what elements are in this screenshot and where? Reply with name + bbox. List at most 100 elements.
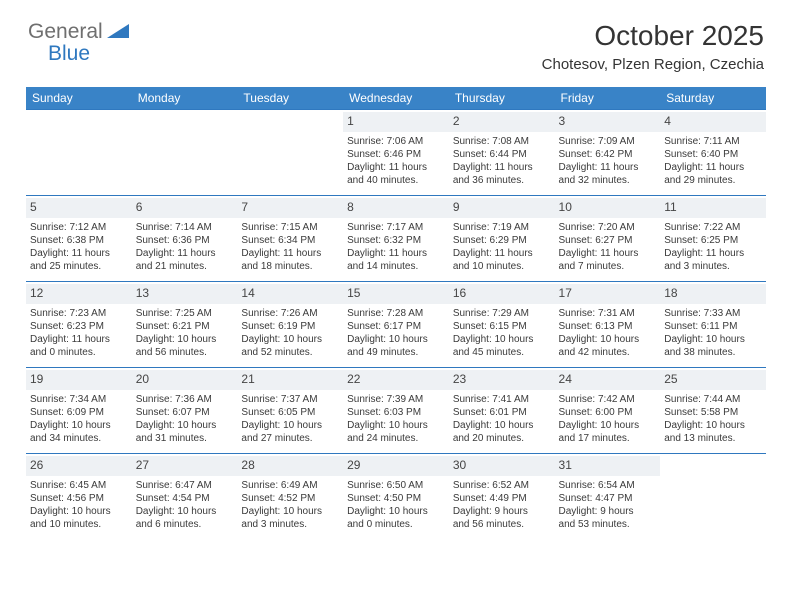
day-detail-sr: Sunrise: 7:29 AM	[453, 307, 551, 320]
day-detail-sr: Sunrise: 7:34 AM	[30, 393, 128, 406]
day-detail-d1: Daylight: 9 hours	[559, 505, 657, 518]
calendar-cell: 8Sunrise: 7:17 AMSunset: 6:32 PMDaylight…	[343, 196, 449, 282]
day-detail-ss: Sunset: 4:54 PM	[136, 492, 234, 505]
day-number: 19	[26, 370, 132, 390]
day-number: 16	[449, 284, 555, 304]
day-number: 24	[555, 370, 661, 390]
day-detail-d2: and 27 minutes.	[241, 432, 339, 445]
day-detail-d2: and 20 minutes.	[453, 432, 551, 445]
day-detail-d1: Daylight: 10 hours	[136, 419, 234, 432]
logo-triangle-icon	[107, 22, 129, 43]
day-number: 4	[660, 112, 766, 132]
day-detail-ss: Sunset: 6:01 PM	[453, 406, 551, 419]
month-title: October 2025	[542, 20, 764, 52]
day-number: 5	[26, 198, 132, 218]
day-detail-d2: and 7 minutes.	[559, 260, 657, 273]
day-detail-d2: and 45 minutes.	[453, 346, 551, 359]
day-detail-d1: Daylight: 10 hours	[347, 505, 445, 518]
day-detail-d2: and 25 minutes.	[30, 260, 128, 273]
day-detail-ss: Sunset: 4:52 PM	[241, 492, 339, 505]
day-detail-ss: Sunset: 6:32 PM	[347, 234, 445, 247]
day-detail-ss: Sunset: 6:25 PM	[664, 234, 762, 247]
day-detail-d1: Daylight: 10 hours	[453, 333, 551, 346]
week-row: 12Sunrise: 7:23 AMSunset: 6:23 PMDayligh…	[26, 282, 766, 368]
day-detail-sr: Sunrise: 6:50 AM	[347, 479, 445, 492]
day-detail-ss: Sunset: 4:49 PM	[453, 492, 551, 505]
day-number: 12	[26, 284, 132, 304]
day-number: 18	[660, 284, 766, 304]
day-detail-d2: and 18 minutes.	[241, 260, 339, 273]
day-detail-ss: Sunset: 4:56 PM	[30, 492, 128, 505]
day-detail-ss: Sunset: 6:11 PM	[664, 320, 762, 333]
day-detail-ss: Sunset: 6:44 PM	[453, 148, 551, 161]
day-detail-d1: Daylight: 11 hours	[347, 161, 445, 174]
day-detail-ss: Sunset: 6:13 PM	[559, 320, 657, 333]
day-detail-d2: and 38 minutes.	[664, 346, 762, 359]
calendar-cell: 4Sunrise: 7:11 AMSunset: 6:40 PMDaylight…	[660, 110, 766, 196]
calendar-cell: 20Sunrise: 7:36 AMSunset: 6:07 PMDayligh…	[132, 368, 238, 454]
calendar-cell	[660, 454, 766, 540]
day-detail-d2: and 29 minutes.	[664, 174, 762, 187]
day-detail-d2: and 13 minutes.	[664, 432, 762, 445]
day-detail-sr: Sunrise: 7:08 AM	[453, 135, 551, 148]
day-detail-d2: and 3 minutes.	[664, 260, 762, 273]
day-number: 21	[237, 370, 343, 390]
day-detail-sr: Sunrise: 7:22 AM	[664, 221, 762, 234]
calendar-cell: 6Sunrise: 7:14 AMSunset: 6:36 PMDaylight…	[132, 196, 238, 282]
day-number: 1	[343, 112, 449, 132]
day-detail-ss: Sunset: 6:00 PM	[559, 406, 657, 419]
day-number: 27	[132, 456, 238, 476]
day-detail-d2: and 32 minutes.	[559, 174, 657, 187]
calendar-cell: 31Sunrise: 6:54 AMSunset: 4:47 PMDayligh…	[555, 454, 661, 540]
calendar-cell: 9Sunrise: 7:19 AMSunset: 6:29 PMDaylight…	[449, 196, 555, 282]
calendar-cell: 10Sunrise: 7:20 AMSunset: 6:27 PMDayligh…	[555, 196, 661, 282]
calendar-cell: 27Sunrise: 6:47 AMSunset: 4:54 PMDayligh…	[132, 454, 238, 540]
day-detail-sr: Sunrise: 7:26 AM	[241, 307, 339, 320]
calendar-cell: 11Sunrise: 7:22 AMSunset: 6:25 PMDayligh…	[660, 196, 766, 282]
logo: General Blue	[28, 20, 129, 44]
week-row: 5Sunrise: 7:12 AMSunset: 6:38 PMDaylight…	[26, 196, 766, 282]
day-detail-ss: Sunset: 6:03 PM	[347, 406, 445, 419]
day-detail-d1: Daylight: 10 hours	[559, 419, 657, 432]
day-detail-d1: Daylight: 10 hours	[347, 419, 445, 432]
dayhead-friday: Friday	[555, 87, 661, 110]
calendar-cell: 5Sunrise: 7:12 AMSunset: 6:38 PMDaylight…	[26, 196, 132, 282]
day-number: 29	[343, 456, 449, 476]
day-detail-d1: Daylight: 10 hours	[664, 333, 762, 346]
dayhead-sunday: Sunday	[26, 87, 132, 110]
day-detail-sr: Sunrise: 7:09 AM	[559, 135, 657, 148]
day-detail-sr: Sunrise: 7:15 AM	[241, 221, 339, 234]
day-detail-ss: Sunset: 6:29 PM	[453, 234, 551, 247]
day-detail-d2: and 10 minutes.	[30, 518, 128, 531]
calendar-cell: 15Sunrise: 7:28 AMSunset: 6:17 PMDayligh…	[343, 282, 449, 368]
day-detail-d1: Daylight: 11 hours	[664, 247, 762, 260]
day-detail-d1: Daylight: 11 hours	[559, 161, 657, 174]
day-detail-sr: Sunrise: 7:23 AM	[30, 307, 128, 320]
day-detail-ss: Sunset: 6:34 PM	[241, 234, 339, 247]
dayhead-tuesday: Tuesday	[237, 87, 343, 110]
day-detail-sr: Sunrise: 7:33 AM	[664, 307, 762, 320]
day-number: 26	[26, 456, 132, 476]
day-detail-d1: Daylight: 10 hours	[559, 333, 657, 346]
day-detail-sr: Sunrise: 7:42 AM	[559, 393, 657, 406]
day-detail-d2: and 24 minutes.	[347, 432, 445, 445]
logo-text-general: General	[28, 20, 103, 44]
day-detail-d1: Daylight: 10 hours	[241, 333, 339, 346]
day-detail-sr: Sunrise: 7:25 AM	[136, 307, 234, 320]
day-detail-d1: Daylight: 10 hours	[136, 505, 234, 518]
day-detail-d1: Daylight: 11 hours	[241, 247, 339, 260]
day-detail-ss: Sunset: 6:09 PM	[30, 406, 128, 419]
calendar-cell: 12Sunrise: 7:23 AMSunset: 6:23 PMDayligh…	[26, 282, 132, 368]
day-detail-ss: Sunset: 6:46 PM	[347, 148, 445, 161]
calendar-cell: 14Sunrise: 7:26 AMSunset: 6:19 PMDayligh…	[237, 282, 343, 368]
day-detail-sr: Sunrise: 7:19 AM	[453, 221, 551, 234]
day-detail-sr: Sunrise: 7:28 AM	[347, 307, 445, 320]
day-detail-d2: and 42 minutes.	[559, 346, 657, 359]
day-detail-d2: and 0 minutes.	[30, 346, 128, 359]
dayhead-saturday: Saturday	[660, 87, 766, 110]
day-detail-d1: Daylight: 11 hours	[664, 161, 762, 174]
day-number: 31	[555, 456, 661, 476]
calendar-cell: 7Sunrise: 7:15 AMSunset: 6:34 PMDaylight…	[237, 196, 343, 282]
day-detail-ss: Sunset: 6:15 PM	[453, 320, 551, 333]
day-detail-ss: Sunset: 6:40 PM	[664, 148, 762, 161]
